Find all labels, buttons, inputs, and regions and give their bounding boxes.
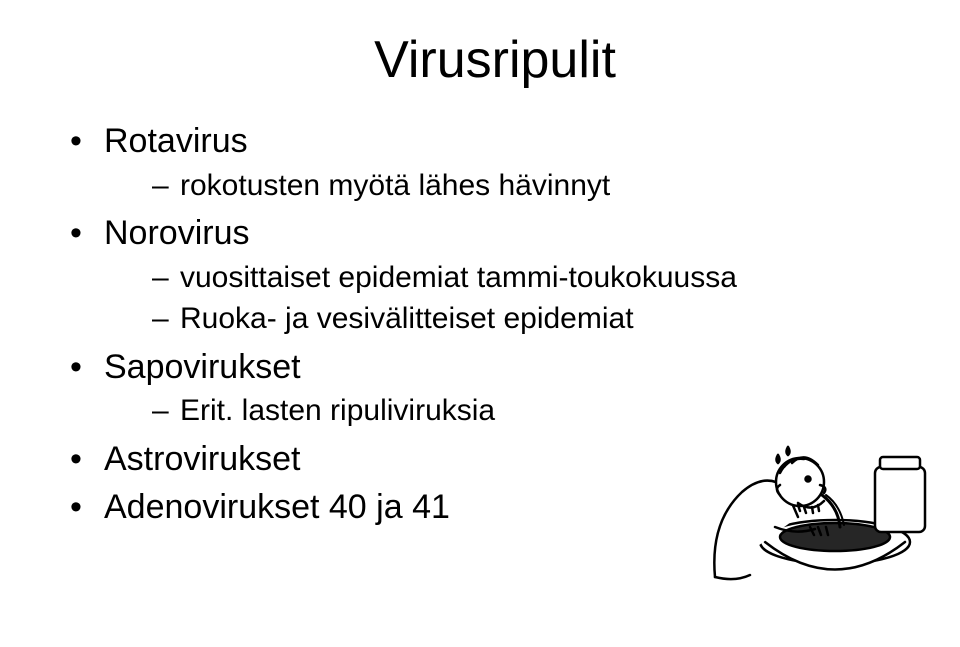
bullet-label: Astrovirukset bbox=[104, 440, 301, 478]
bullet-label: Adenovirukset 40 ja 41 bbox=[104, 488, 450, 526]
slide-title: Virusripulit bbox=[70, 30, 920, 90]
bullet-label: Norovirus bbox=[104, 214, 249, 252]
slide: Virusripulit Rotavirus rokotusten myötä … bbox=[0, 0, 960, 647]
sick-man-illustration bbox=[680, 377, 930, 587]
bullet-label: Sapovirukset bbox=[104, 348, 301, 386]
sub-list: rokotusten myötä lähes hävinnyt bbox=[152, 167, 920, 205]
bullet-item: Norovirus vuosittaiset epidemiat tammi-t… bbox=[70, 212, 920, 338]
sub-list: vuosittaiset epidemiat tammi-toukokuussa… bbox=[152, 259, 920, 338]
sub-item: vuosittaiset epidemiat tammi-toukokuussa bbox=[152, 259, 920, 297]
sub-item: rokotusten myötä lähes hävinnyt bbox=[152, 167, 920, 205]
bullet-label: Rotavirus bbox=[104, 122, 248, 160]
bullet-item: Rotavirus rokotusten myötä lähes hävinny… bbox=[70, 120, 920, 204]
sub-item: Ruoka- ja vesivälitteiset epidemiat bbox=[152, 300, 920, 338]
